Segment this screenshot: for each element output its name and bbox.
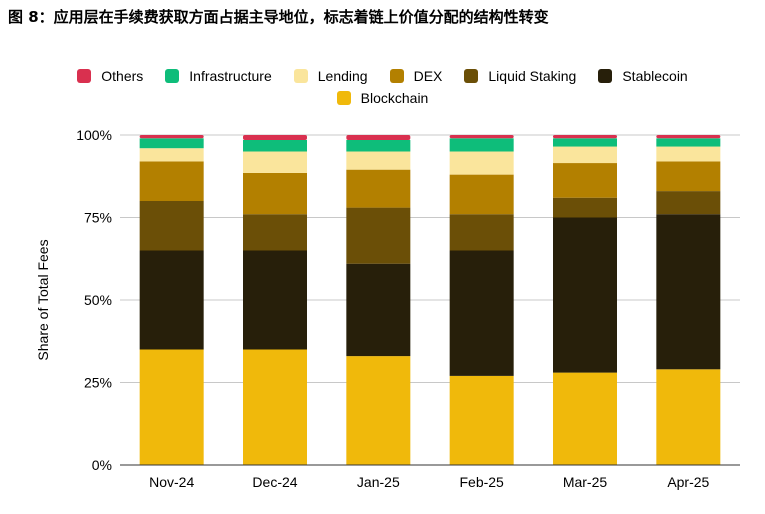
bar-segment <box>243 349 307 465</box>
bar-segment <box>449 138 514 152</box>
bar-segment <box>139 349 204 465</box>
y-tick-label: 0% <box>92 457 112 473</box>
y-tick-label: 50% <box>84 292 112 308</box>
bar-segment <box>656 138 721 147</box>
legend-label: Others <box>101 68 144 84</box>
x-tick-label: Apr-25 <box>667 474 709 490</box>
legend-label: DEX <box>413 68 443 84</box>
bar-segment <box>346 139 411 152</box>
legend-label: Blockchain <box>360 90 429 106</box>
legend-item: Lending <box>293 68 368 84</box>
bar-segment <box>449 250 514 376</box>
bar-segment <box>346 151 411 170</box>
x-tick-label: Feb-25 <box>459 474 504 490</box>
bar-segment <box>346 263 411 357</box>
legend-row: Blockchain <box>0 90 765 106</box>
bar-segment <box>553 372 617 465</box>
bar-segment <box>243 172 307 215</box>
bar-segment <box>139 148 204 162</box>
bar-segment <box>449 375 514 465</box>
bar-segment <box>656 191 721 215</box>
legend-label: Stablecoin <box>622 68 688 84</box>
bar-segment <box>449 174 514 215</box>
bar-segment <box>346 356 411 465</box>
bar-segment <box>656 135 721 139</box>
y-tick-label: 75% <box>84 210 112 226</box>
y-tick-label: 25% <box>84 375 112 391</box>
legend-swatch <box>77 69 92 83</box>
legend-label: Liquid Staking <box>488 68 577 84</box>
bar-segment <box>139 138 204 149</box>
legend-swatch <box>464 69 479 83</box>
legend-item: Infrastructure <box>165 68 272 84</box>
legend-item: Liquid Staking <box>464 68 576 84</box>
bar-segment <box>243 139 307 152</box>
x-tick-label: Nov-24 <box>149 474 194 490</box>
bar-segment <box>449 135 514 139</box>
bar-segment <box>243 250 307 350</box>
bar-segment <box>656 161 721 192</box>
bar-segment <box>243 214 307 251</box>
bar-segment <box>553 135 617 139</box>
bar-segment <box>553 197 617 218</box>
legend-row: Others Infrastructure Lending DEX Liquid Sta… <box>0 68 765 84</box>
bar-segment <box>449 151 514 175</box>
legend-swatch <box>598 69 613 83</box>
bar-segment <box>656 146 721 162</box>
chart-legend: Others Infrastructure Lending DEX Liquid Sta… <box>0 68 765 112</box>
legend-swatch <box>389 69 404 83</box>
legend-swatch <box>293 69 308 83</box>
legend-item: DEX <box>389 68 443 84</box>
x-tick-label: Jan-25 <box>357 474 400 490</box>
legend-swatch <box>165 69 180 83</box>
bar-segment <box>139 250 204 350</box>
legend-swatch <box>336 91 351 105</box>
bar-segment <box>139 135 204 139</box>
bar-segment <box>139 161 204 201</box>
bar-segment <box>553 163 617 198</box>
x-tick-label: Dec-24 <box>252 474 297 490</box>
y-axis-label: Share of Total Fees <box>35 239 51 360</box>
legend-label: Infrastructure <box>189 68 272 84</box>
bar-segment <box>449 214 514 251</box>
bar-segment <box>243 151 307 173</box>
chart-title: 图 8：应用层在手续费获取方面占据主导地位，标志着链上价值分配的结构性转变 <box>8 8 549 26</box>
bar-segment <box>346 135 411 140</box>
bar-segment <box>656 369 721 465</box>
bar-segment <box>656 214 721 370</box>
bar-segment <box>243 135 307 140</box>
legend-item: Others <box>77 68 143 84</box>
y-tick-label: 100% <box>76 127 112 143</box>
legend-item: Blockchain <box>336 90 429 106</box>
legend-label: Lending <box>317 68 368 84</box>
bar-segment <box>553 146 617 164</box>
bar-segment <box>553 138 617 147</box>
bar-segment <box>139 201 204 251</box>
bar-segment <box>346 207 411 264</box>
x-tick-label: Mar-25 <box>563 474 608 490</box>
legend-item: Stablecoin <box>598 68 688 84</box>
bar-segment <box>553 217 617 373</box>
bar-segment <box>346 169 411 208</box>
